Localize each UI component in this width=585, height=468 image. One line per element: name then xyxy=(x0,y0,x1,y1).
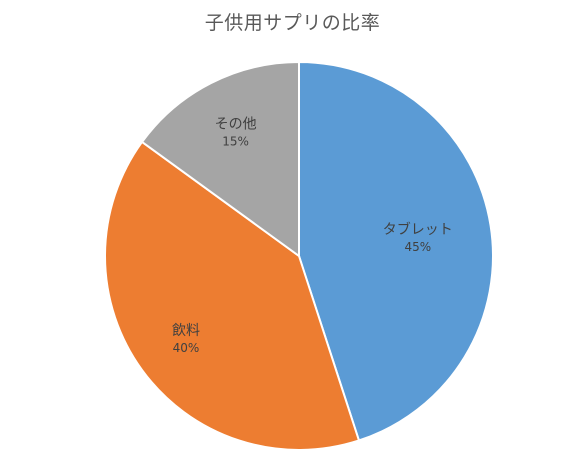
pie-slice-2 xyxy=(141,61,300,257)
slice-percent-1: 40% xyxy=(173,341,200,355)
slice-label-2: その他 xyxy=(215,117,257,133)
chart-title: 子供用サプリの比率 xyxy=(204,12,381,34)
pie-slice-0 xyxy=(298,61,494,442)
pie-slices xyxy=(104,61,494,451)
pie-data-labels: タブレット 45% 飲料 40% その他 15% xyxy=(172,117,453,356)
slice-percent-0: 45% xyxy=(404,240,431,254)
slice-label-0: タブレット xyxy=(383,221,453,238)
slice-label-1: 飲料 xyxy=(172,323,200,339)
pie-slice-1 xyxy=(104,140,360,451)
slice-percent-2: 15% xyxy=(222,135,249,149)
